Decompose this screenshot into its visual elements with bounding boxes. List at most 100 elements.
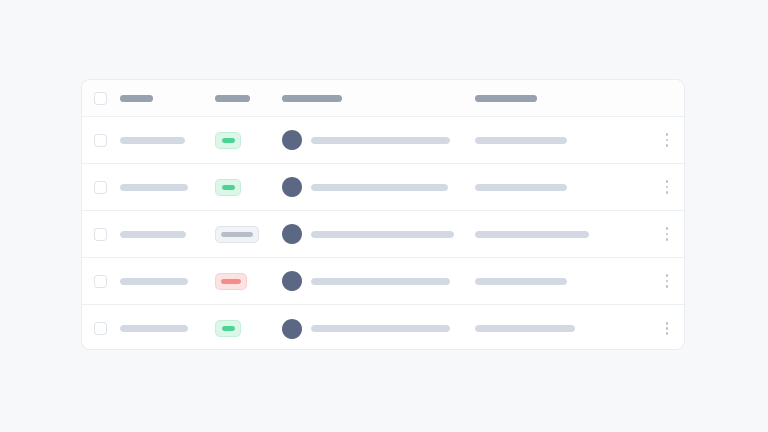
row-select-cell[interactable]	[82, 322, 119, 335]
kebab-dot	[665, 279, 669, 283]
header-label-skeleton-2	[215, 94, 250, 102]
cell-id	[119, 230, 215, 238]
status-badge-skeleton	[221, 326, 235, 331]
cell-status	[215, 320, 282, 337]
table-row[interactable]	[82, 117, 684, 164]
skeleton-bar	[311, 325, 450, 332]
cell-actions[interactable]	[650, 272, 684, 290]
skeleton-bar	[120, 277, 188, 285]
row-select-cell[interactable]	[82, 180, 119, 194]
kebab-dot	[665, 227, 669, 231]
header-label-skeleton-4	[475, 94, 537, 102]
kebab-menu-icon[interactable]	[660, 178, 674, 196]
cell-user	[282, 318, 475, 339]
avatar	[282, 318, 302, 339]
table-row[interactable]	[82, 258, 684, 305]
skeleton-bar	[475, 325, 575, 332]
cell-actions[interactable]	[650, 225, 684, 243]
skeleton-bar	[120, 136, 185, 144]
status-badge-skeleton	[221, 231, 253, 237]
kebab-dot	[665, 133, 669, 137]
skeleton-bar	[311, 183, 448, 191]
status-badge	[215, 225, 259, 243]
cell-status	[215, 272, 282, 290]
avatar	[282, 224, 302, 244]
skeleton-bar	[475, 183, 567, 191]
cell-detail	[475, 277, 650, 285]
header-cell-1	[119, 94, 215, 102]
cell-user	[282, 177, 475, 197]
avatar	[282, 177, 302, 197]
header-label-skeleton-3	[282, 94, 342, 102]
kebab-dot	[665, 232, 669, 236]
kebab-dot	[665, 180, 669, 184]
kebab-menu-icon[interactable]	[660, 272, 674, 290]
cell-detail	[475, 136, 650, 144]
cell-actions[interactable]	[650, 131, 684, 149]
status-badge	[215, 178, 241, 196]
kebab-dot	[665, 321, 669, 325]
skeleton-bar	[475, 230, 589, 238]
skeleton-bar	[120, 325, 188, 332]
cell-actions[interactable]	[650, 178, 684, 196]
status-badge-skeleton	[221, 137, 235, 143]
status-badge	[215, 131, 241, 149]
cell-detail	[475, 325, 650, 332]
cell-user	[282, 130, 475, 150]
kebab-menu-icon[interactable]	[660, 131, 674, 149]
skeleton-bar	[311, 230, 454, 238]
cell-status	[215, 131, 282, 149]
kebab-dot	[665, 332, 669, 336]
cell-detail	[475, 183, 650, 191]
select-all-checkbox[interactable]	[94, 91, 107, 105]
kebab-dot	[665, 138, 669, 142]
kebab-dot	[665, 327, 669, 330]
cell-user	[282, 224, 475, 244]
table-body	[82, 117, 684, 349]
row-select-cell[interactable]	[82, 133, 119, 147]
kebab-dot	[665, 237, 669, 241]
table-row[interactable]	[82, 164, 684, 211]
kebab-dot	[665, 274, 669, 278]
kebab-dot	[665, 185, 669, 189]
cell-status	[215, 225, 282, 243]
cell-id	[119, 183, 215, 191]
cell-id	[119, 325, 215, 332]
data-table-card	[81, 79, 685, 350]
row-select-cell[interactable]	[82, 227, 119, 241]
cell-id	[119, 136, 215, 144]
cell-actions[interactable]	[650, 320, 684, 338]
cell-id	[119, 277, 215, 285]
status-badge	[215, 320, 241, 337]
skeleton-bar	[475, 136, 567, 144]
kebab-dot	[665, 143, 669, 147]
table-row[interactable]	[82, 211, 684, 258]
kebab-dot	[665, 190, 669, 194]
table-header-row	[82, 80, 684, 117]
cell-user	[282, 271, 475, 291]
row-select-checkbox[interactable]	[94, 274, 107, 288]
avatar	[282, 271, 302, 291]
kebab-dot	[665, 284, 669, 288]
kebab-menu-icon[interactable]	[660, 320, 674, 338]
header-label-skeleton-1	[120, 94, 153, 102]
status-badge-skeleton	[221, 278, 241, 284]
skeleton-bar	[120, 230, 186, 238]
skeleton-bar	[120, 183, 188, 191]
row-select-checkbox[interactable]	[94, 227, 107, 241]
skeleton-bar	[311, 136, 450, 144]
header-cell-3	[282, 94, 475, 102]
header-cell-4	[475, 94, 650, 102]
row-select-checkbox[interactable]	[94, 322, 107, 335]
status-badge-skeleton	[221, 184, 235, 190]
table-row[interactable]	[82, 305, 684, 349]
kebab-menu-icon[interactable]	[660, 225, 674, 243]
skeleton-bar	[311, 277, 450, 285]
row-select-checkbox[interactable]	[94, 133, 107, 147]
row-select-cell[interactable]	[82, 274, 119, 288]
row-select-checkbox[interactable]	[94, 180, 107, 194]
cell-status	[215, 178, 282, 196]
select-all-cell[interactable]	[82, 91, 119, 105]
skeleton-bar	[475, 277, 567, 285]
status-badge	[215, 272, 247, 290]
